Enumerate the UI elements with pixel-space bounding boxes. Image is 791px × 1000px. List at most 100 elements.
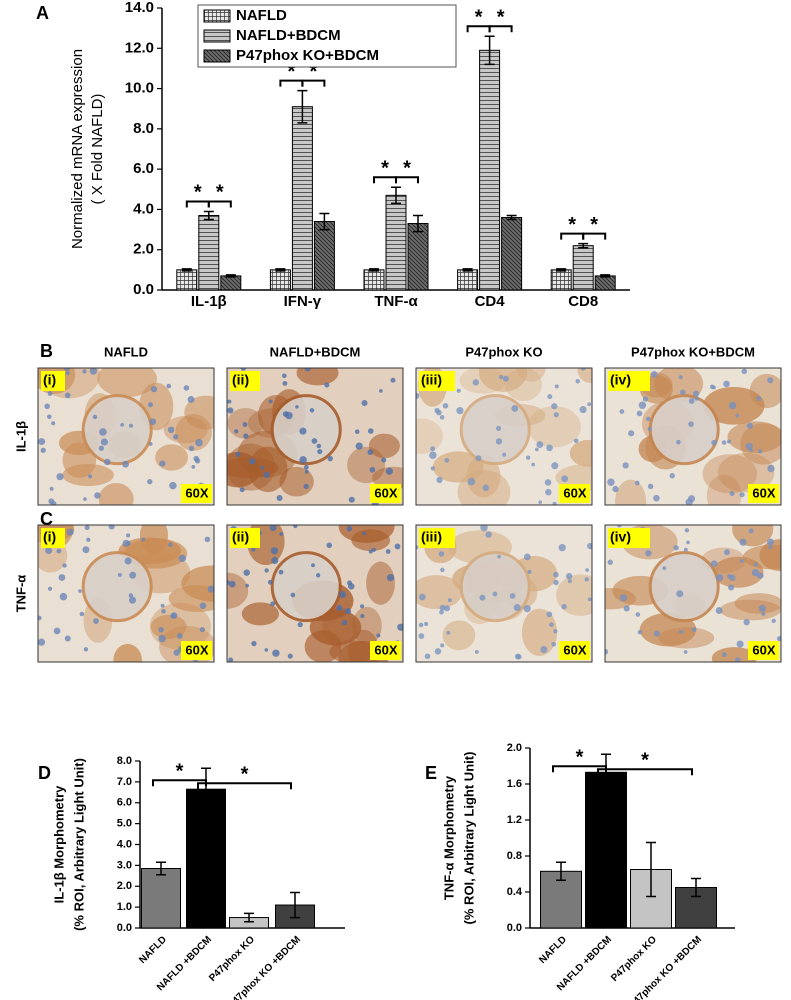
bar (501, 216, 523, 291)
nucleus (336, 604, 343, 612)
nucleus (141, 537, 146, 542)
x-tick-label: P47phox KO +BDCM (627, 934, 704, 1000)
nucleus (282, 373, 287, 379)
nucleus (418, 633, 425, 639)
nucleus (436, 476, 443, 484)
nucleus (612, 485, 619, 493)
y-tick-label: 8.0 (117, 755, 132, 767)
bar (572, 245, 594, 291)
nucleus (249, 458, 256, 465)
magnification-label: 60X (563, 642, 586, 657)
nucleus (715, 573, 724, 582)
tubule (296, 368, 339, 386)
micrograph-border (226, 524, 404, 663)
bar (585, 771, 627, 929)
nucleus (558, 543, 566, 552)
nucleus (243, 569, 250, 576)
tubule (347, 446, 386, 484)
significance-star: * (241, 764, 249, 786)
nucleus (540, 646, 548, 654)
nucleus (149, 418, 157, 425)
nucleus (304, 469, 309, 474)
column-label: P47phox KO+BDCM (631, 344, 755, 359)
nucleus (424, 653, 431, 660)
nucleus (264, 648, 269, 652)
nucleus (78, 589, 82, 593)
nucleus (709, 384, 715, 390)
tubule (521, 608, 558, 656)
nucleus (272, 649, 280, 657)
y-axis-label: (% ROI, Arbitrary Light Unit) (461, 752, 476, 925)
nucleus (40, 447, 46, 453)
magnification-box (370, 484, 401, 503)
legend-swatch (203, 9, 231, 23)
nucleus (285, 411, 293, 420)
nucleus (128, 593, 134, 598)
nucleus (346, 525, 353, 532)
nucleus (166, 383, 172, 389)
nucleus (728, 401, 737, 410)
nucleus (124, 557, 132, 565)
nucleus (647, 426, 652, 432)
x-tick-label: CD4 (475, 293, 506, 310)
nucleus (94, 492, 101, 499)
magnification-box (748, 641, 779, 660)
tubule (279, 466, 314, 497)
nucleus (150, 385, 158, 393)
nucleus (290, 592, 296, 598)
nucleus (299, 456, 307, 464)
error-bar (413, 214, 423, 233)
nucleus (355, 442, 363, 450)
significance-bracket (597, 768, 693, 776)
nucleus (64, 392, 71, 399)
legend-swatch (203, 29, 231, 43)
x-tick-label: IL-1β (191, 293, 227, 310)
nucleus (715, 607, 723, 615)
nucleus (575, 379, 580, 384)
tag-box (608, 528, 650, 548)
y-tick-label: 0.0 (133, 281, 154, 298)
nucleus (739, 538, 747, 546)
tubule (615, 479, 647, 505)
significance-star: * (497, 6, 505, 28)
nucleus (549, 622, 554, 628)
nucleus (227, 580, 230, 585)
nucleus (584, 577, 589, 582)
bar (141, 868, 181, 929)
nucleus (669, 473, 675, 479)
nucleus (553, 629, 558, 634)
nucleus (511, 405, 519, 412)
tubule (181, 565, 214, 602)
nucleus (430, 466, 435, 471)
nucleus (297, 621, 303, 628)
bar (594, 275, 616, 291)
tubule (150, 614, 187, 639)
bar (291, 106, 313, 291)
nucleus (79, 611, 85, 617)
tubule (727, 421, 781, 454)
nucleus (122, 460, 129, 468)
nucleus (607, 559, 613, 565)
tag-box (230, 528, 260, 548)
y-tick-label: 6.0 (133, 160, 154, 177)
error-bar (556, 268, 567, 272)
nucleus (607, 478, 615, 486)
micrograph-border (415, 367, 593, 506)
y-tick-label: 2.0 (507, 742, 522, 754)
nucleus (98, 445, 105, 451)
nucleus (269, 525, 277, 532)
significance-star: * (310, 61, 318, 83)
nucleus (251, 547, 256, 552)
bar (313, 221, 335, 291)
nucleus (191, 464, 196, 469)
nucleus (120, 422, 124, 427)
tag-box (41, 528, 65, 548)
nucleus (147, 478, 153, 485)
nucleus (260, 465, 265, 470)
nucleus (103, 458, 111, 466)
column-label: NAFLD+BDCM (270, 344, 361, 359)
nucleus (662, 566, 667, 571)
significance-star: * (576, 747, 584, 769)
nucleus (199, 602, 207, 610)
tubule (702, 454, 757, 494)
